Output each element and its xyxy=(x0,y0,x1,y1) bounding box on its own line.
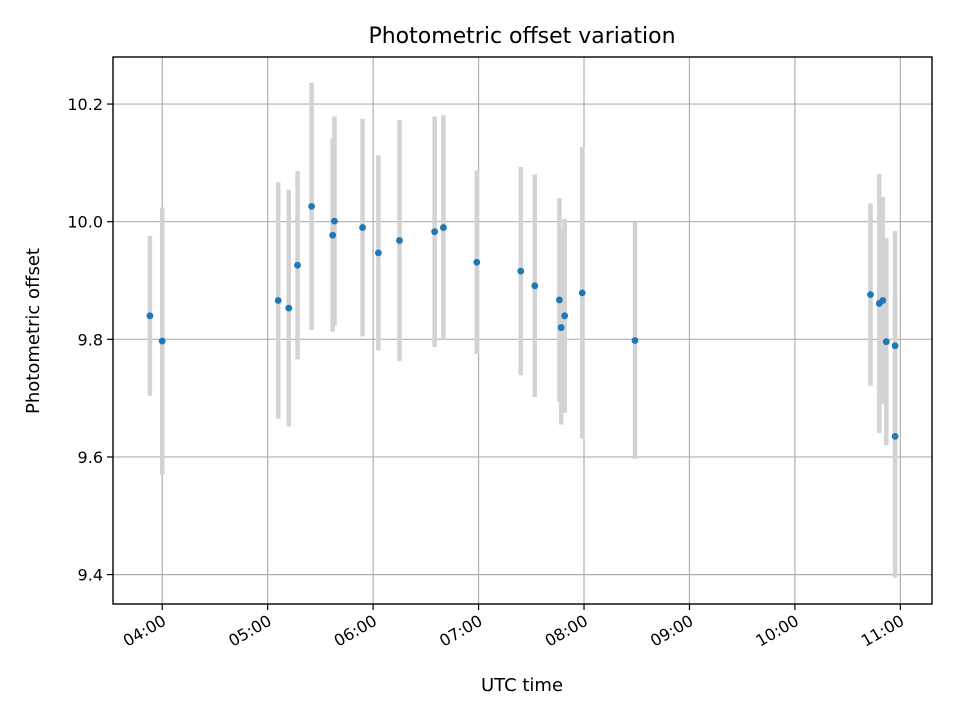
data-point xyxy=(329,231,337,239)
data-point xyxy=(517,267,525,275)
data-point xyxy=(891,342,899,350)
x-axis-label: UTC time xyxy=(481,675,563,696)
data-point xyxy=(867,291,874,299)
data-point xyxy=(359,224,366,231)
y-axis-label: Photometric offset xyxy=(23,248,44,414)
data-point xyxy=(556,296,563,304)
data-point xyxy=(158,337,166,345)
data-point xyxy=(146,312,154,320)
x-tick-label: 05:00 xyxy=(225,611,274,651)
data-point xyxy=(557,324,565,331)
data-point xyxy=(882,338,890,346)
y-tick-label: 10.0 xyxy=(67,213,103,232)
data-point xyxy=(473,258,481,266)
data-point xyxy=(274,297,282,304)
error-bars xyxy=(147,82,898,578)
data-point xyxy=(561,312,569,320)
data-point xyxy=(308,202,315,210)
y-tick-label: 9.4 xyxy=(78,566,103,585)
x-tick-label: 11:00 xyxy=(858,611,907,651)
chart-title: Photometric offset variation xyxy=(368,24,675,49)
data-point xyxy=(531,282,539,290)
data-point xyxy=(285,304,293,312)
ticks: 04:00 05:00 06:00 07:00 08:00 09:00 10:00 11:00… xyxy=(67,95,907,650)
data-point xyxy=(891,432,899,440)
y-tick-label: 9.8 xyxy=(78,330,103,349)
data-point xyxy=(631,337,639,344)
y-tick-label: 9.6 xyxy=(78,448,103,467)
x-tick-label: 10:00 xyxy=(752,611,801,651)
data-point xyxy=(879,297,887,304)
data-point xyxy=(396,237,403,244)
data-point xyxy=(431,228,439,236)
x-tick-label: 07:00 xyxy=(436,611,485,651)
plot-frame xyxy=(112,56,933,605)
x-tick-label: 04:00 xyxy=(120,611,169,651)
y-tick-label: 10.2 xyxy=(67,95,103,114)
data-point xyxy=(440,224,447,231)
data-point xyxy=(331,217,338,225)
data-points xyxy=(146,202,899,440)
x-tick-label: 08:00 xyxy=(542,611,591,651)
x-tick-label: 09:00 xyxy=(647,611,696,651)
data-point xyxy=(294,261,301,269)
data-point xyxy=(374,249,382,257)
data-point xyxy=(578,289,586,297)
x-tick-label: 06:00 xyxy=(331,611,380,651)
